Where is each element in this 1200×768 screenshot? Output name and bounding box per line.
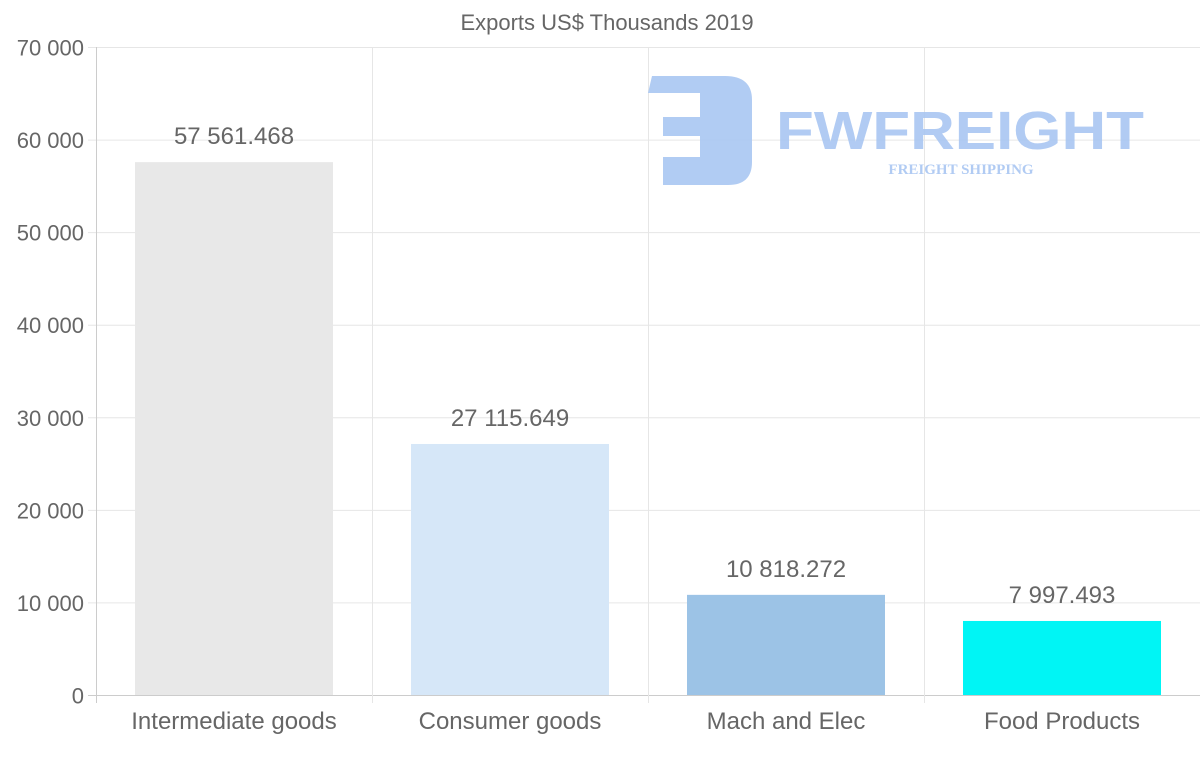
chart-title: Exports US$ Thousands 2019 <box>460 10 753 35</box>
bar-mach-and-elec[interactable] <box>687 594 885 695</box>
bar-consumer-goods[interactable] <box>411 443 609 695</box>
y-tick-label: 20 000 <box>17 498 84 523</box>
watermark-brand: FWFREIGHT <box>776 101 1144 161</box>
data-label: 27 115.649 <box>451 405 569 432</box>
fwfreight-logo-watermark: FWFREIGHT FREIGHT SHIPPING <box>648 76 1144 185</box>
y-tick-label: 50 000 <box>17 221 84 246</box>
data-label: 57 561.468 <box>174 123 294 150</box>
x-tick-label: Mach and Elec <box>707 708 866 735</box>
y-tick-label: 60 000 <box>17 128 84 153</box>
y-tick-label: 10 000 <box>17 591 84 616</box>
bar-food-products[interactable] <box>963 620 1161 695</box>
bars: 57 561.468 27 115.649 10 818.272 7 997.493 <box>135 123 1161 695</box>
x-tick-label: Food Products <box>984 708 1140 735</box>
x-tick-label: Intermediate goods <box>131 708 336 735</box>
y-tick-label: 40 000 <box>17 313 84 338</box>
x-tick-label: Consumer goods <box>419 708 602 735</box>
y-tick-label: 70 000 <box>17 36 84 61</box>
data-label: 7 997.493 <box>1009 582 1116 609</box>
data-label: 10 818.272 <box>726 556 846 583</box>
bar-intermediate-goods[interactable] <box>135 162 333 695</box>
y-tick-label: 30 000 <box>17 406 84 431</box>
watermark-tagline: FREIGHT SHIPPING <box>888 162 1033 178</box>
x-axis: Intermediate goods Consumer goods Mach and… <box>131 708 1140 735</box>
y-tick-label: 0 <box>72 684 84 709</box>
y-axis: 0 10 000 20 000 30 000 40 000 50 000 60 000 70 … <box>17 36 84 709</box>
